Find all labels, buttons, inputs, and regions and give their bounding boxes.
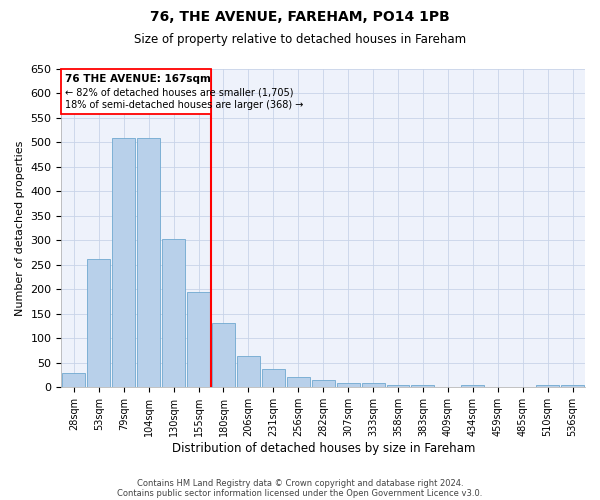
Bar — [61, 69, 211, 114]
Bar — [62, 372, 85, 388]
Bar — [88, 259, 110, 388]
Bar — [187, 292, 210, 388]
Bar — [412, 385, 434, 388]
Bar — [536, 385, 559, 388]
Bar — [337, 384, 359, 388]
X-axis label: Distribution of detached houses by size in Fareham: Distribution of detached houses by size … — [172, 442, 475, 455]
Text: ← 82% of detached houses are smaller (1,705): ← 82% of detached houses are smaller (1,… — [65, 87, 293, 97]
Bar — [461, 385, 484, 388]
Bar — [386, 385, 409, 388]
Y-axis label: Number of detached properties: Number of detached properties — [15, 140, 25, 316]
Text: 18% of semi-detached houses are larger (368) →: 18% of semi-detached houses are larger (… — [65, 100, 304, 110]
Bar — [561, 385, 584, 388]
Bar — [362, 384, 385, 388]
Bar — [237, 356, 260, 388]
Bar — [212, 322, 235, 388]
Bar — [162, 240, 185, 388]
Text: Contains public sector information licensed under the Open Government Licence v3: Contains public sector information licen… — [118, 488, 482, 498]
Bar — [112, 138, 135, 388]
Bar — [312, 380, 335, 388]
Bar — [137, 138, 160, 388]
Text: Size of property relative to detached houses in Fareham: Size of property relative to detached ho… — [134, 32, 466, 46]
Text: Contains HM Land Registry data © Crown copyright and database right 2024.: Contains HM Land Registry data © Crown c… — [137, 478, 463, 488]
Bar — [262, 369, 285, 388]
Bar — [287, 376, 310, 388]
Text: 76, THE AVENUE, FAREHAM, PO14 1PB: 76, THE AVENUE, FAREHAM, PO14 1PB — [150, 10, 450, 24]
Text: 76 THE AVENUE: 167sqm: 76 THE AVENUE: 167sqm — [65, 74, 211, 84]
